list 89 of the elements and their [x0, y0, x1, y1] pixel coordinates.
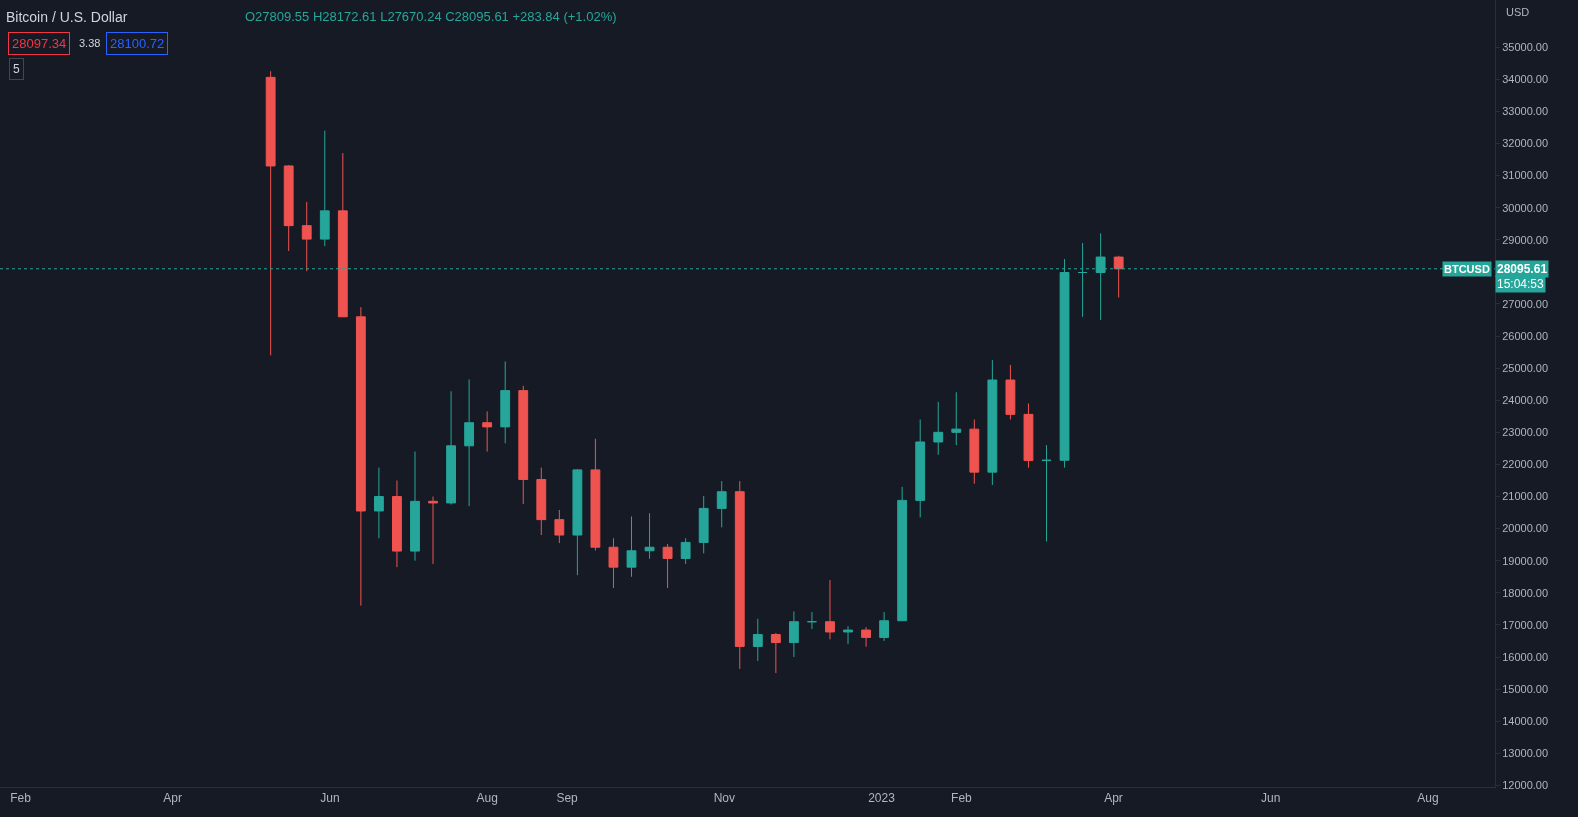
y-tick-label: 20000.00	[1502, 522, 1549, 535]
y-tick-label: 34000.00	[1502, 73, 1549, 86]
candlestick	[752, 618, 763, 662]
candlestick	[915, 419, 926, 518]
y-tick-label: 31000.00	[1502, 169, 1549, 182]
x-tick-label: Nov	[713, 791, 735, 806]
y-tick-label: 21000.00	[1502, 490, 1549, 503]
candlestick	[608, 537, 619, 589]
x-tick-label: Aug	[476, 791, 498, 806]
candlestick	[572, 468, 583, 576]
y-axis-title: USD	[1506, 6, 1530, 18]
y-tick-label: 33000.00	[1502, 105, 1549, 118]
y-tick-label: 29000.00	[1502, 233, 1549, 246]
y-tick-label: 24000.00	[1502, 394, 1549, 407]
candlestick	[1005, 364, 1016, 420]
annotation: 5	[13, 62, 20, 76]
y-tick-label: 12000.00	[1502, 779, 1549, 792]
candlestick	[825, 579, 835, 640]
candlestick	[337, 152, 348, 318]
candlestick	[861, 626, 871, 648]
annotation: 28097.34	[12, 36, 67, 51]
text: 28095.61	[1497, 262, 1548, 276]
candlestick	[446, 390, 456, 506]
candlestick	[788, 610, 799, 658]
candlestick	[355, 306, 366, 607]
annotation: 3.38	[79, 37, 101, 49]
candlestick	[590, 438, 601, 551]
y-tick-label: 14000.00	[1502, 715, 1549, 728]
y-tick-label: 25000.00	[1502, 361, 1549, 374]
candlestick	[770, 632, 781, 674]
y-tick-label: 32000.00	[1502, 137, 1549, 150]
candlestick	[554, 509, 565, 544]
candlestick	[716, 480, 727, 528]
candlestick	[283, 164, 294, 252]
candlestick	[464, 378, 475, 507]
y-tick-label: 27000.00	[1502, 297, 1549, 310]
y-tick-label: 19000.00	[1502, 554, 1549, 567]
y-tick-label: 26000.00	[1502, 329, 1549, 342]
x-tick-label: Aug	[1417, 791, 1439, 806]
candlestick	[392, 479, 402, 568]
candlestick	[301, 201, 312, 272]
y-tick-label: 22000.00	[1502, 458, 1549, 471]
annotation: 28100.72	[110, 36, 165, 51]
candlestick	[536, 467, 547, 536]
candlestick	[933, 401, 944, 456]
candlestick	[897, 486, 908, 622]
x-tick-label: 2023	[868, 791, 896, 806]
ref-line-label: BTCUSD	[1444, 263, 1490, 275]
y-tick-label: 30000.00	[1502, 201, 1549, 214]
text: Bitcoin / U.S. Dollar	[6, 8, 128, 25]
candlestick	[319, 130, 330, 247]
candlestick	[1113, 255, 1124, 299]
candlestick	[1041, 444, 1052, 542]
candlestick	[680, 537, 691, 565]
candlestick	[410, 451, 420, 562]
candlestick	[428, 496, 438, 565]
candlestick	[518, 385, 529, 505]
candlestick	[969, 419, 980, 485]
y-tick-label: 16000.00	[1502, 650, 1549, 663]
x-tick-label: Jun	[320, 791, 340, 806]
y-tick-label: 13000.00	[1502, 747, 1549, 760]
candlestick	[626, 515, 637, 578]
x-tick-label: Apr	[1104, 791, 1123, 806]
x-tick-label: Apr	[163, 791, 183, 806]
candlestick	[807, 611, 817, 630]
candlestick	[951, 391, 962, 446]
text: 15:04:53	[1497, 277, 1545, 291]
annotation: O27809.55 H28172.61 L27670.24 C28095.61 +283.84 (+1.02%)	[245, 9, 617, 24]
candlestick	[373, 467, 384, 539]
candlestick	[843, 625, 853, 645]
y-tick-label: 18000.00	[1502, 586, 1549, 599]
x-tick-label: Jun	[1261, 791, 1281, 806]
candlestick	[500, 360, 511, 444]
candlestick	[734, 480, 745, 670]
candlestick	[265, 70, 276, 356]
x-tick-label: Feb	[951, 791, 973, 806]
y-tick-label: 35000.00	[1502, 41, 1549, 54]
y-tick-label: 15000.00	[1502, 682, 1549, 695]
candlestick	[1023, 402, 1034, 469]
y-tick-label: 23000.00	[1502, 426, 1549, 439]
x-tick-label: Feb	[10, 791, 32, 806]
candlestick	[879, 611, 890, 642]
candlestick	[662, 543, 673, 589]
candlestick	[698, 495, 709, 554]
candlestick	[644, 512, 655, 560]
candlestick	[482, 410, 493, 453]
y-tick-label: 17000.00	[1502, 618, 1549, 631]
x-tick-label: Sep	[556, 791, 579, 806]
candlestick	[987, 359, 998, 486]
